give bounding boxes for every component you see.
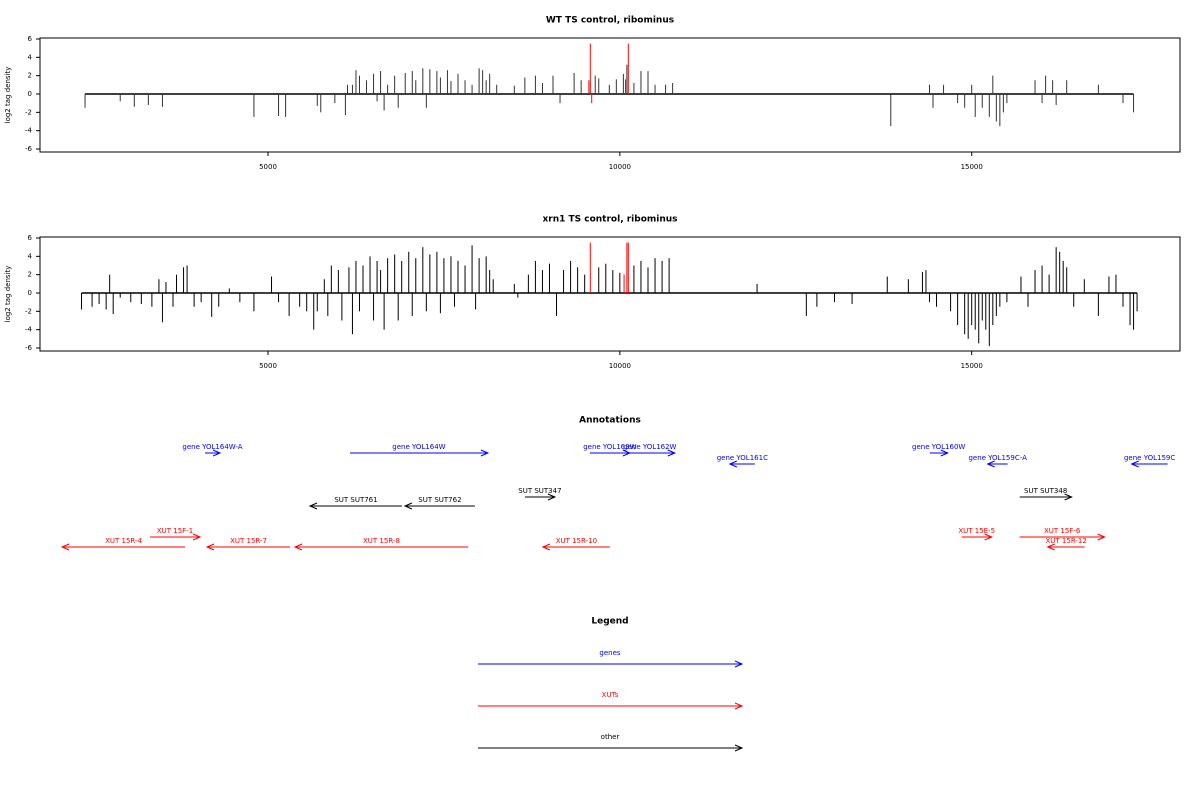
y-tick-label: 0 <box>28 289 32 297</box>
annotation-label: XUT 15R-4 <box>105 537 142 545</box>
y-tick-label: 4 <box>28 53 33 61</box>
annotation-arrow <box>986 460 1008 468</box>
annotation-label: XUT 15R-10 <box>556 537 597 545</box>
x-tick-label: 5000 <box>259 163 277 171</box>
annotation-arrow <box>1019 533 1106 541</box>
annotation-label: XUT 15E-5 <box>958 527 995 535</box>
annotation-arrow <box>524 493 557 501</box>
annotation-label: XUT 15R-7 <box>230 537 267 545</box>
x-tick-label: 10000 <box>609 163 631 171</box>
x-tick-label: 15000 <box>961 163 983 171</box>
annotation-arrow <box>728 460 755 468</box>
chart-title: WT TS control, ribominus <box>546 16 674 26</box>
y-tick-label: -4 <box>25 326 33 334</box>
annotation-label: gene YOL159C-A <box>968 454 1027 462</box>
annotation-label: XUT 15F-6 <box>1044 527 1081 535</box>
x-tick-label: 5000 <box>259 362 277 370</box>
y-tick-label: -2 <box>25 307 32 315</box>
legend-arrow <box>478 660 744 668</box>
annotation-arrow <box>293 543 468 551</box>
y-tick-label: -4 <box>25 127 33 135</box>
annotation-label: gene YOL162W <box>623 443 676 451</box>
annotation-label: gene YOL160W <box>912 443 965 451</box>
annotation-arrow <box>150 533 202 541</box>
x-tick-label: 10000 <box>609 362 631 370</box>
annotation-arrow <box>961 533 993 541</box>
y-tick-label: 2 <box>28 72 32 80</box>
annotation-arrow <box>929 449 949 457</box>
annotation-label: SUT SUT762 <box>418 496 461 504</box>
annotation-arrow <box>205 449 222 457</box>
annotation-label: gene YOL161C <box>717 454 768 462</box>
y-tick-label: -2 <box>25 108 32 116</box>
y-tick-label: -6 <box>25 344 33 352</box>
x-tick-label: 15000 <box>961 362 983 370</box>
annotation-label: XUT 15R-8 <box>363 537 400 545</box>
y-tick-label: 4 <box>28 252 33 260</box>
annotation-label: SUT SUT761 <box>334 496 377 504</box>
y-tick-label: -6 <box>25 145 33 153</box>
y-axis-label: log2 tag density <box>4 266 12 323</box>
legend-label: other <box>601 733 620 741</box>
annotation-label: XUT 15R-12 <box>1046 537 1087 545</box>
annotations-title: Annotations <box>579 416 641 426</box>
annotation-label: SUT SUT347 <box>518 487 561 495</box>
annotation-arrow <box>308 502 402 510</box>
annotation-arrow <box>60 543 186 551</box>
legend-title: Legend <box>591 617 628 627</box>
legend-label: XUTs <box>602 691 619 699</box>
legend-arrow <box>478 702 744 710</box>
y-axis-label: log2 tag density <box>4 67 12 124</box>
annotation-label: XUT 15F-1 <box>157 527 193 535</box>
annotation-arrow <box>403 502 475 510</box>
chart-title: xrn1 TS control, ribominus <box>542 215 677 225</box>
annotation-arrow <box>205 543 291 551</box>
y-tick-label: 0 <box>28 90 32 98</box>
y-tick-label: 2 <box>28 271 32 279</box>
annotation-label: SUT SUT348 <box>1024 487 1067 495</box>
annotation-arrow <box>541 543 610 551</box>
y-tick-label: 6 <box>28 35 33 43</box>
annotation-label: gene YOL164W-A <box>182 443 242 451</box>
annotation-arrow <box>624 449 677 457</box>
annotation-label: gene YOL164W <box>392 443 445 451</box>
annotation-label: gene YOL159C <box>1124 454 1175 462</box>
plot-frame <box>39 236 1181 352</box>
legend-arrow <box>478 744 744 752</box>
legend-label: genes <box>599 649 620 657</box>
annotation-arrow <box>1046 543 1085 551</box>
annotation-arrow <box>349 449 490 457</box>
annotation-arrow <box>1130 460 1168 468</box>
y-tick-label: 6 <box>28 234 33 242</box>
plot-frame <box>39 37 1181 153</box>
annotation-label: gene YOL163W <box>583 443 636 451</box>
annotation-arrow <box>1019 493 1073 501</box>
